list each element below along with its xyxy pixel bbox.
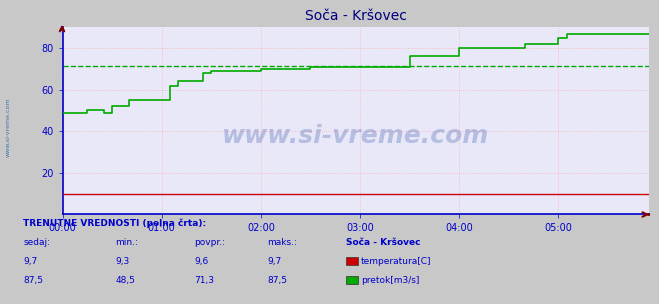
Text: pretok[m3/s]: pretok[m3/s] [361,276,420,285]
Text: 9,3: 9,3 [115,257,130,266]
Text: www.si-vreme.com: www.si-vreme.com [5,98,11,157]
Text: Soča - Kršovec: Soča - Kršovec [346,238,420,247]
Text: 9,6: 9,6 [194,257,209,266]
Text: temperatura[C]: temperatura[C] [361,257,432,266]
Text: www.si-vreme.com: www.si-vreme.com [222,124,490,148]
Text: 9,7: 9,7 [267,257,281,266]
Text: 71,3: 71,3 [194,276,214,285]
Text: min.:: min.: [115,238,138,247]
Text: TRENUTNE VREDNOSTI (polna črta):: TRENUTNE VREDNOSTI (polna črta): [23,219,206,229]
Text: sedaj:: sedaj: [23,238,50,247]
Title: Soča - Kršovec: Soča - Kršovec [305,9,407,23]
Text: 87,5: 87,5 [23,276,43,285]
Text: 9,7: 9,7 [23,257,38,266]
Text: 87,5: 87,5 [267,276,287,285]
Text: povpr.:: povpr.: [194,238,225,247]
Text: maks.:: maks.: [267,238,297,247]
Text: 48,5: 48,5 [115,276,135,285]
